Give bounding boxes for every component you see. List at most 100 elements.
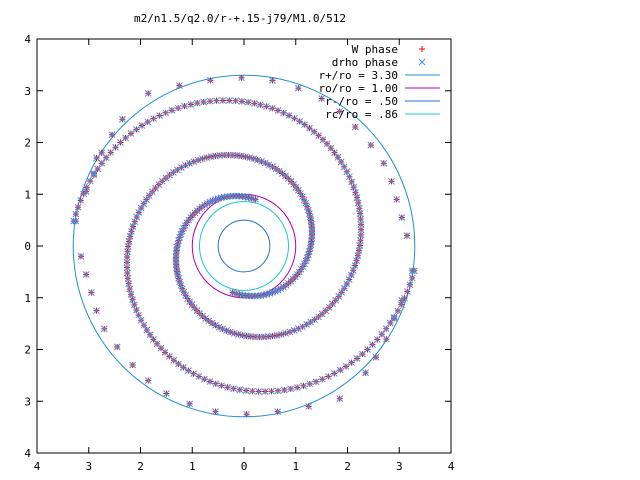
legend-label: r-/ro = .50: [325, 95, 398, 108]
drho-phase-point: [350, 183, 358, 191]
drho-phase-point: [140, 321, 148, 329]
drho-phase-point: [335, 293, 343, 300]
drho-phase-point: [269, 77, 276, 84]
drho-phase-point: [261, 159, 269, 167]
drho-phase-point: [277, 331, 285, 338]
drho-phase-point: [311, 316, 318, 323]
drho-phase-point: [202, 315, 209, 322]
drho-phase-point: [334, 153, 342, 161]
drho-phase-point: [123, 264, 131, 271]
drho-phase-point: [133, 126, 140, 133]
drho-phase-point: [388, 177, 395, 185]
drho-phase-point: [126, 285, 134, 293]
drho-phase-point: [180, 288, 188, 296]
drho-phase-point: [226, 328, 234, 336]
drho-phase-point: [144, 377, 152, 384]
drho-phase-point: [90, 170, 98, 177]
drho-phase-point: [346, 173, 353, 181]
drho-phase-point: [248, 292, 256, 300]
drho-phase-point: [123, 269, 131, 277]
legend-entry: rc/ro = .86: [325, 108, 440, 121]
drho-phase-point: [137, 204, 145, 212]
drho-phase-point: [357, 236, 364, 244]
drho-phase-point: [135, 311, 142, 319]
drho-phase-point: [87, 289, 95, 296]
drho-phase-point: [294, 84, 302, 92]
drho-phase-point: [372, 353, 380, 361]
drho-phase-point: [268, 104, 276, 112]
drho-phase-point: [303, 203, 311, 211]
y-tick-label: 2: [24, 137, 31, 150]
drho-phase-point: [408, 267, 416, 275]
drho-phase-point: [362, 369, 369, 377]
x-tick-label: 4: [34, 460, 41, 473]
drho-phase-point: [353, 355, 361, 362]
drho-phase-point: [93, 307, 100, 315]
drho-phase-point: [281, 386, 288, 394]
drho-phase-point: [130, 301, 138, 309]
drho-phase-point: [175, 360, 182, 368]
drho-phase-point: [338, 289, 345, 296]
drho-phase-point: [193, 99, 201, 107]
drho-phase-point: [223, 327, 230, 334]
drho-phase-point: [177, 281, 185, 289]
drho-phase-point: [93, 154, 100, 162]
drho-phase-point: [148, 188, 156, 196]
drho-phase-point: [293, 384, 301, 391]
drho-phase-point: [170, 356, 178, 364]
drho-phase-point: [187, 101, 195, 108]
drho-phase-point: [200, 98, 207, 106]
x-tick-label: 4: [448, 460, 455, 473]
drho-phase-point: [86, 177, 94, 185]
drho-phase-point: [252, 196, 259, 203]
drho-phase-point: [263, 103, 270, 110]
drho-phase-point: [243, 410, 250, 418]
drho-phase-point: [206, 97, 214, 105]
y-tick-label: 3: [24, 395, 31, 408]
drho-phase-point: [131, 218, 139, 226]
drho-phase-point: [138, 122, 146, 129]
drho-phase-point: [212, 408, 219, 415]
drho-phase-point: [129, 223, 137, 230]
y-tick-label: 4: [24, 33, 31, 46]
drho-phase-point: [275, 167, 283, 175]
drho-phase-point: [269, 163, 276, 171]
drho-phase-point: [140, 200, 148, 208]
drho-phase-point: [251, 292, 259, 300]
x-tick-label: 3: [85, 460, 92, 473]
drho-phase-point: [280, 109, 287, 117]
reference-circle: [217, 219, 271, 273]
drho-phase-point: [286, 328, 294, 336]
drho-phase-point: [238, 74, 245, 82]
drho-phase-point: [305, 403, 313, 410]
drho-phase-point: [398, 214, 406, 221]
drho-phase-point: [128, 228, 135, 235]
drho-phase-point: [190, 370, 197, 378]
reference-circle: [191, 193, 297, 299]
drho-phase-point: [351, 123, 359, 131]
drho-phase-point: [303, 321, 311, 328]
drho-phase-point: [394, 307, 402, 315]
x-tick-label: 1: [189, 460, 196, 473]
drho-phase-point: [356, 210, 364, 218]
y-tick-label: 2: [24, 344, 31, 357]
legend-label: ro/ro = 1.00: [319, 82, 398, 95]
drho-phase-point: [297, 190, 304, 197]
drho-phase-point: [229, 289, 236, 296]
drho-phase-point: [390, 313, 398, 321]
drho-phase-point: [398, 296, 406, 304]
x-tick-label: 1: [292, 460, 299, 473]
drho-phase-point: [207, 77, 214, 84]
drho-phase-point: [232, 97, 239, 105]
drho-phase-point: [406, 281, 414, 289]
drho-phase-point: [127, 130, 135, 137]
drho-phase-point: [306, 380, 314, 388]
drho-phase-point: [235, 192, 243, 200]
drho-phase-point: [373, 336, 381, 343]
drho-phase-point: [250, 100, 258, 107]
drho-phase-point: [215, 323, 223, 331]
drho-phase-point: [290, 327, 298, 334]
drho-phase-point: [234, 331, 242, 338]
drho-phase-point: [146, 331, 154, 339]
